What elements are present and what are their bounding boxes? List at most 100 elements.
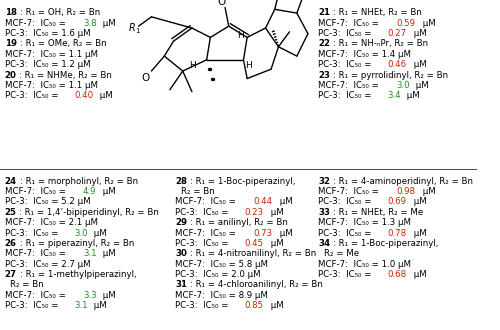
Text: : R₁ = NHMe, R₂ = Bn: : R₁ = NHMe, R₂ = Bn	[20, 71, 112, 80]
Text: MCF-7:  IC₅₀ =: MCF-7: IC₅₀ =	[5, 187, 68, 196]
Text: H: H	[190, 61, 196, 70]
Text: : R₁ = NHEt, R₂ = Me: : R₁ = NHEt, R₂ = Me	[333, 208, 424, 217]
Text: 0.45: 0.45	[244, 239, 264, 248]
Text: 32: 32	[318, 177, 330, 185]
Text: MCF-7:  IC₅₀ =: MCF-7: IC₅₀ =	[318, 18, 382, 28]
Text: PC-3:  IC₅₀ =: PC-3: IC₅₀ =	[176, 208, 232, 217]
Text: μM: μM	[90, 301, 106, 310]
Text: 26: 26	[5, 239, 17, 248]
Text: PC-3:  IC₅₀ =: PC-3: IC₅₀ =	[176, 239, 232, 248]
Text: : R₁ = OH, R₂ = Bn: : R₁ = OH, R₂ = Bn	[20, 8, 100, 17]
Text: 3.0: 3.0	[74, 228, 88, 238]
Text: 0.85: 0.85	[244, 301, 264, 310]
Text: MCF-7:  IC₅₀ = 1.3 μM: MCF-7: IC₅₀ = 1.3 μM	[318, 218, 412, 227]
Text: MCF-7:  IC₅₀ =: MCF-7: IC₅₀ =	[176, 228, 239, 238]
Text: PC-3:  IC₅₀ =: PC-3: IC₅₀ =	[318, 91, 374, 100]
Text: MCF-7:  IC₅₀ =: MCF-7: IC₅₀ =	[5, 249, 68, 258]
Text: 30: 30	[176, 249, 188, 258]
Text: : R₁ = 1-Boc-piperazinyl,: : R₁ = 1-Boc-piperazinyl,	[190, 177, 296, 185]
Text: 0.44: 0.44	[254, 197, 273, 206]
Text: 3.1: 3.1	[83, 249, 96, 258]
Text: PC-3:  IC₅₀ =: PC-3: IC₅₀ =	[5, 301, 61, 310]
Text: MCF-7:  IC₅₀ = 1.4 μM: MCF-7: IC₅₀ = 1.4 μM	[318, 50, 412, 59]
Text: MCF-7:  IC₅₀ = 1.1 μM: MCF-7: IC₅₀ = 1.1 μM	[5, 81, 98, 90]
Text: μM: μM	[277, 228, 293, 238]
Text: : R₁ = 4-chloroanilinyl, R₂ = Bn: : R₁ = 4-chloroanilinyl, R₂ = Bn	[190, 280, 323, 289]
Text: μM: μM	[100, 249, 116, 258]
Text: : R₁ = pyrrolidinyl, R₂ = Bn: : R₁ = pyrrolidinyl, R₂ = Bn	[333, 71, 448, 80]
Text: : R₁ = 1,4’-bipiperidinyl, R₂ = Bn: : R₁ = 1,4’-bipiperidinyl, R₂ = Bn	[20, 208, 159, 217]
Text: MCF-7:  IC₅₀ =: MCF-7: IC₅₀ =	[5, 291, 68, 300]
Text: 23: 23	[318, 71, 330, 80]
Text: 0.73: 0.73	[254, 228, 273, 238]
Text: PC-3:  IC₅₀ = 2.7 μM: PC-3: IC₅₀ = 2.7 μM	[5, 260, 90, 269]
Text: 3.0: 3.0	[396, 81, 410, 90]
Text: : R₁ = 1-methylpiperazinyl,: : R₁ = 1-methylpiperazinyl,	[20, 270, 136, 279]
Text: H: H	[244, 61, 252, 70]
Text: R₂ = Me: R₂ = Me	[324, 249, 359, 258]
Text: MCF-7:  IC₅₀ = 8.9 μM: MCF-7: IC₅₀ = 8.9 μM	[176, 291, 268, 300]
Text: μM: μM	[268, 301, 284, 310]
Text: R: R	[128, 23, 136, 33]
Text: 0.40: 0.40	[74, 91, 93, 100]
Text: 0.59: 0.59	[396, 18, 415, 28]
Text: 3.4: 3.4	[388, 91, 401, 100]
Text: MCF-7:  IC₅₀ = 1.0 μM: MCF-7: IC₅₀ = 1.0 μM	[318, 260, 412, 269]
Text: 33: 33	[318, 208, 330, 217]
Text: μM: μM	[98, 91, 113, 100]
Text: μM: μM	[411, 228, 427, 238]
Text: 0.69: 0.69	[388, 197, 406, 206]
Text: : R₁ = piperazinyl, R₂ = Bn: : R₁ = piperazinyl, R₂ = Bn	[20, 239, 134, 248]
Text: 0.46: 0.46	[388, 60, 406, 69]
Text: 0.78: 0.78	[388, 228, 406, 238]
Text: : R₁ = NH-ₙPr, R₂ = Bn: : R₁ = NH-ₙPr, R₂ = Bn	[333, 40, 428, 49]
Text: : R₁ = 1-Boc-piperazinyl,: : R₁ = 1-Boc-piperazinyl,	[334, 239, 438, 248]
Text: PC-3:  IC₅₀ = 5.2 μM: PC-3: IC₅₀ = 5.2 μM	[5, 197, 90, 206]
Text: MCF-7:  IC₅₀ =: MCF-7: IC₅₀ =	[5, 18, 68, 28]
Text: 21: 21	[318, 8, 330, 17]
Text: μM: μM	[268, 208, 284, 217]
Text: MCF-7:  IC₅₀ =: MCF-7: IC₅₀ =	[318, 187, 382, 196]
Text: 18: 18	[5, 8, 17, 17]
Text: : R₁ = 4-aminoperidinyl, R₂ = Bn: : R₁ = 4-aminoperidinyl, R₂ = Bn	[333, 177, 473, 185]
Text: μM: μM	[411, 270, 427, 279]
Text: PC-3:  IC₅₀ =: PC-3: IC₅₀ =	[318, 60, 374, 69]
Text: PC-3:  IC₅₀ =: PC-3: IC₅₀ =	[5, 228, 61, 238]
Text: 0.98: 0.98	[396, 187, 415, 196]
Text: μM: μM	[404, 91, 420, 100]
Text: μM: μM	[411, 60, 427, 69]
Text: R₂ = Bn: R₂ = Bn	[10, 280, 44, 289]
Text: O: O	[218, 0, 226, 7]
Text: : R₁ = morpholinyl, R₂ = Bn: : R₁ = morpholinyl, R₂ = Bn	[20, 177, 138, 185]
Text: μM: μM	[414, 81, 429, 90]
Text: μM: μM	[100, 18, 116, 28]
Text: : R₁ = 4-nitroanilinyl, R₂ = Bn: : R₁ = 4-nitroanilinyl, R₂ = Bn	[190, 249, 316, 258]
Text: O: O	[142, 73, 150, 82]
Text: PC-3:  IC₅₀ =: PC-3: IC₅₀ =	[318, 29, 374, 38]
Text: 22: 22	[318, 40, 330, 49]
Text: PC-3:  IC₅₀ =: PC-3: IC₅₀ =	[318, 270, 374, 279]
Text: 3.3: 3.3	[83, 291, 96, 300]
Text: 3.1: 3.1	[74, 301, 88, 310]
Text: MCF-7:  IC₅₀ = 2.1 μM: MCF-7: IC₅₀ = 2.1 μM	[5, 218, 98, 227]
Text: 0.68: 0.68	[388, 270, 406, 279]
Text: MCF-7:  IC₅₀ =: MCF-7: IC₅₀ =	[176, 197, 239, 206]
Text: H: H	[238, 31, 244, 40]
Text: 1: 1	[136, 28, 140, 34]
Text: 28: 28	[176, 177, 188, 185]
Text: PC-3:  IC₅₀ =: PC-3: IC₅₀ =	[5, 91, 61, 100]
Text: μM: μM	[100, 291, 116, 300]
Text: 0.23: 0.23	[244, 208, 264, 217]
Text: 4.9: 4.9	[83, 187, 96, 196]
Text: μM: μM	[90, 228, 106, 238]
Text: PC-3:  IC₅₀ =: PC-3: IC₅₀ =	[318, 228, 374, 238]
Text: 31: 31	[176, 280, 188, 289]
Text: MCF-7:  IC₅₀ =: MCF-7: IC₅₀ =	[318, 81, 382, 90]
Text: μM: μM	[277, 197, 293, 206]
Text: PC-3:  IC₅₀ =: PC-3: IC₅₀ =	[176, 301, 232, 310]
Text: 27: 27	[5, 270, 17, 279]
Text: μM: μM	[411, 197, 426, 206]
Text: 34: 34	[318, 239, 330, 248]
Text: MCF-7:  IC₅₀ = 5.8 μM: MCF-7: IC₅₀ = 5.8 μM	[176, 260, 268, 269]
Text: μM: μM	[420, 187, 436, 196]
